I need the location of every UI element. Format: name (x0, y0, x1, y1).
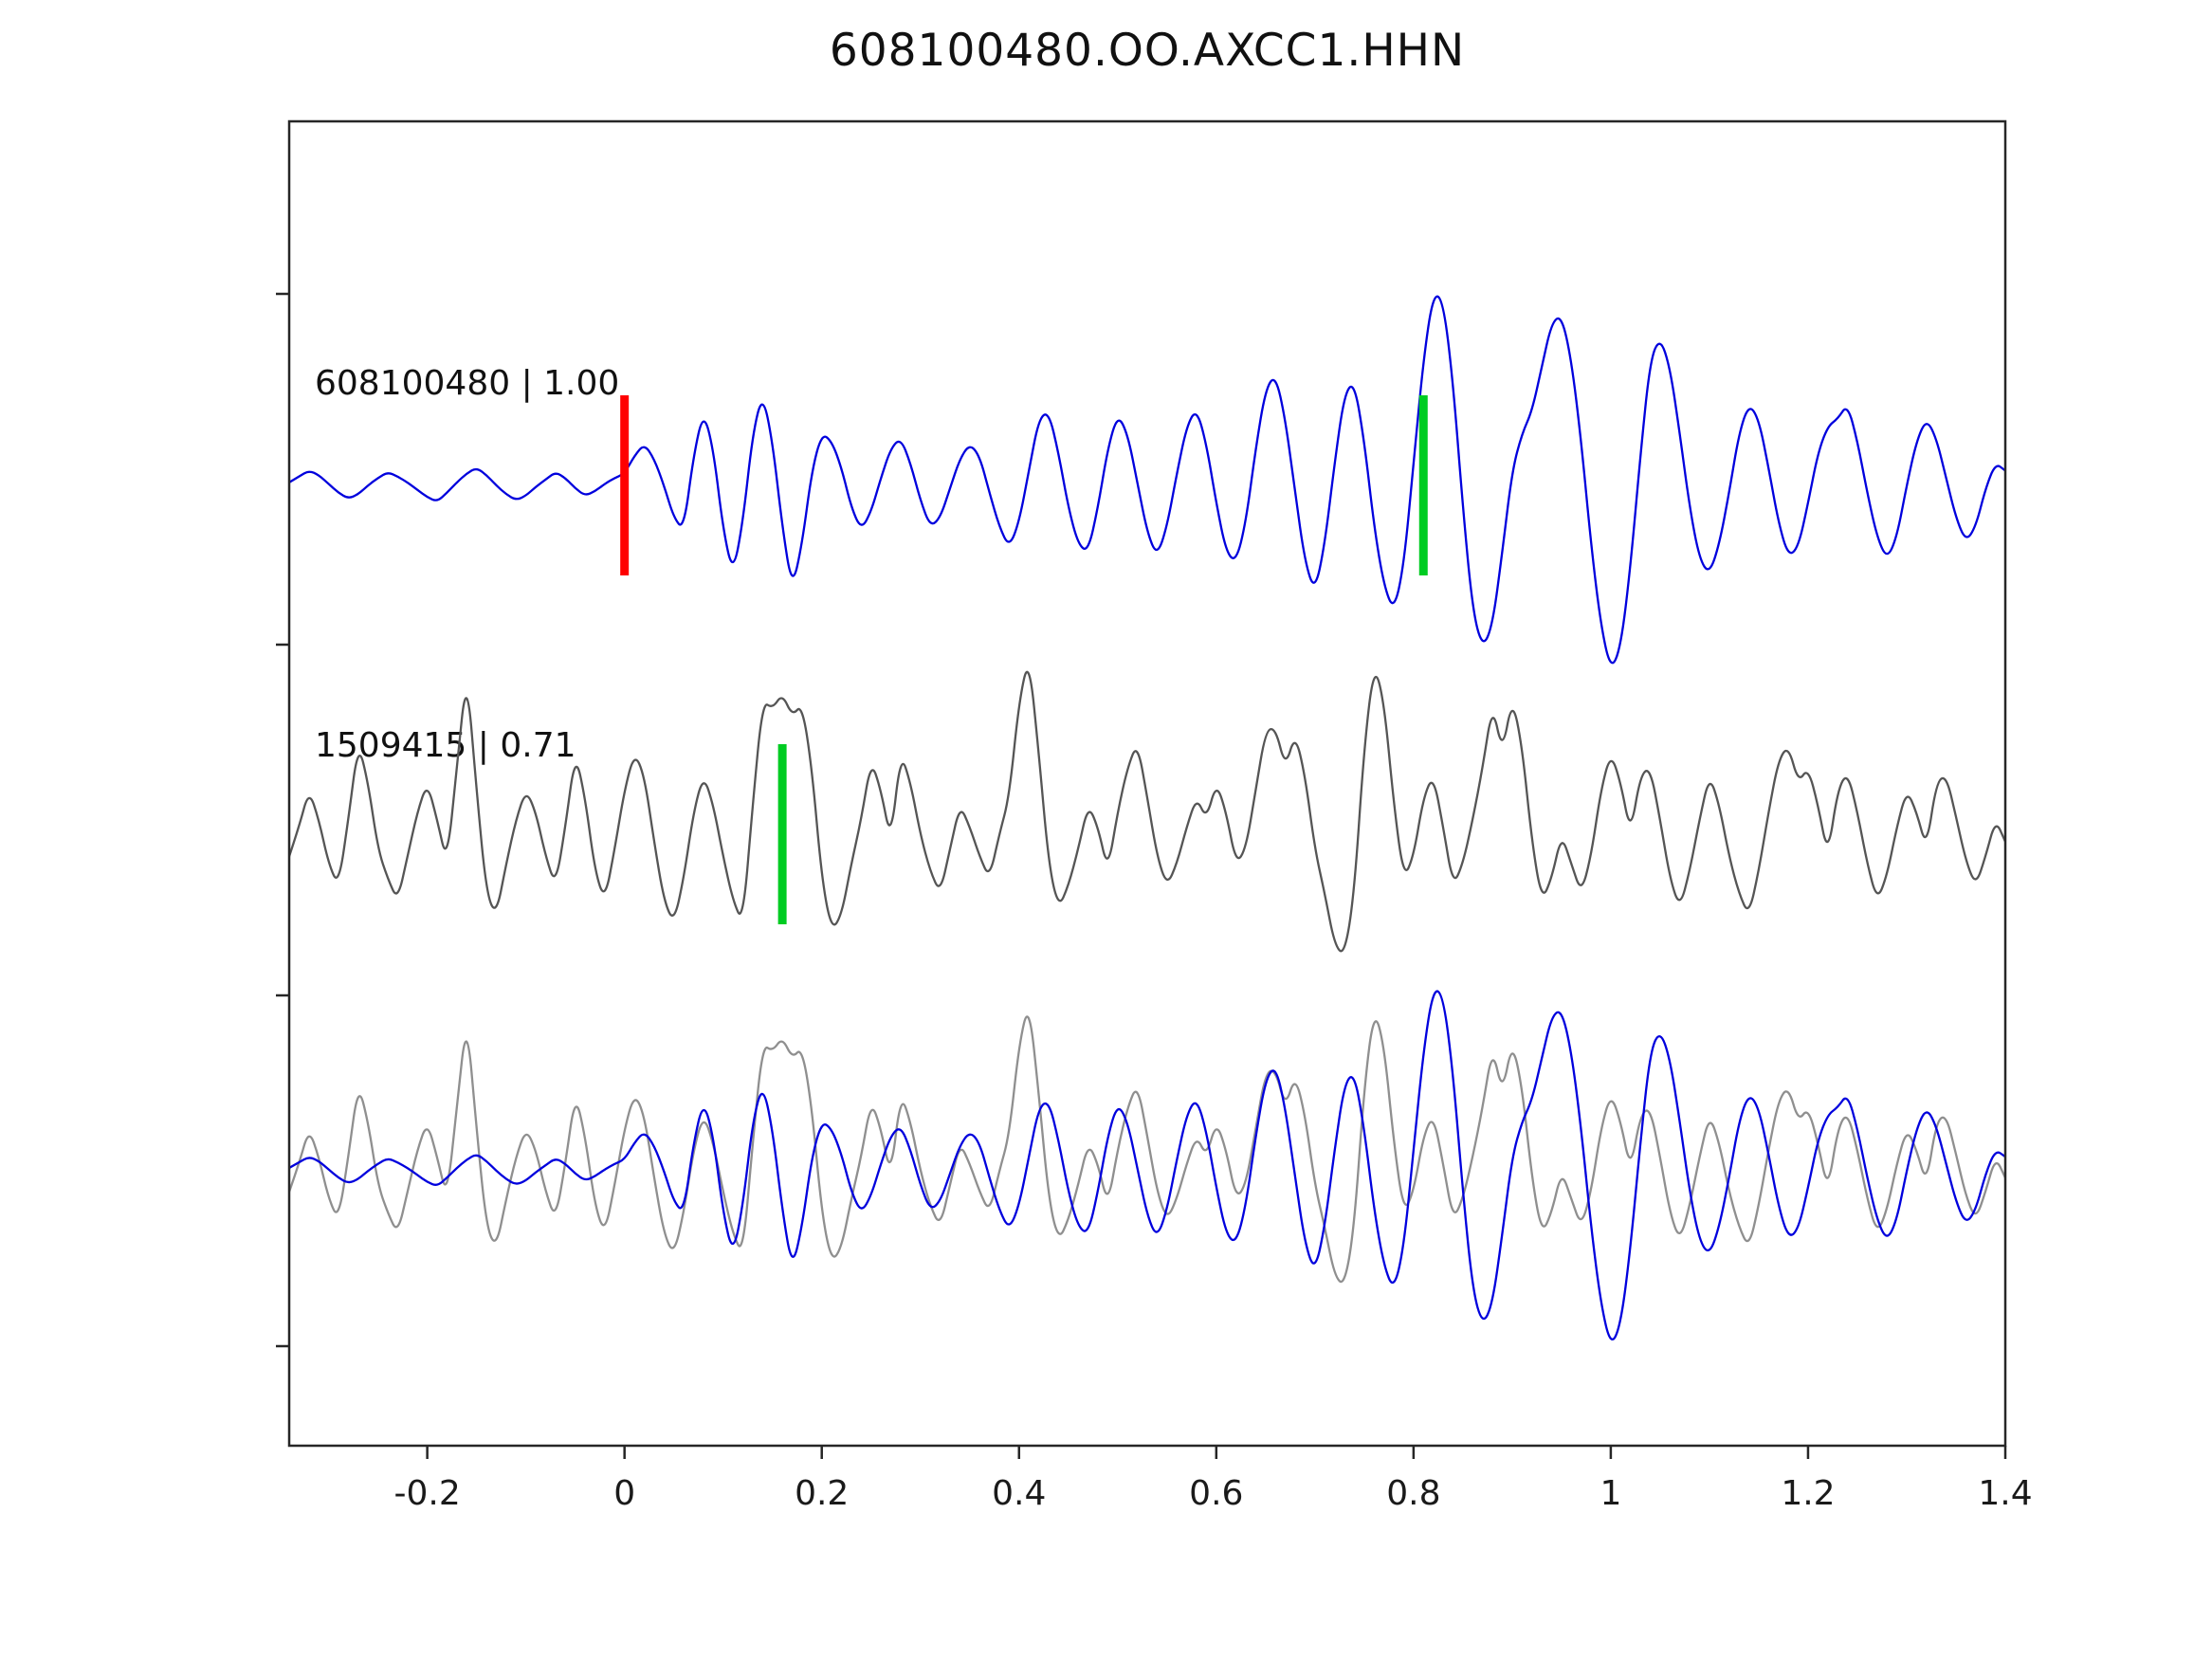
x-tick-label: 0.8 (1386, 1474, 1440, 1513)
trace-template-row2 (289, 990, 2005, 1340)
x-tick-label: 1 (1600, 1474, 1621, 1513)
chart-title: 608100480.OO.AXCC1.HHN (829, 25, 1466, 77)
x-tick-label: 0.6 (1189, 1474, 1243, 1513)
trace-detection-row1 (289, 670, 2005, 953)
trace-label-template: 608100480 | 1.00 (315, 364, 620, 403)
x-tick-label: 0.2 (795, 1474, 849, 1513)
axes-frame (287, 119, 2007, 1448)
traces-group (289, 295, 2005, 1340)
trace-detection-row2 (289, 1015, 2005, 1284)
trace-template-row0 (289, 295, 2005, 665)
x-tick-label: 1.4 (1978, 1474, 2032, 1513)
x-tick-label: 1.2 (1781, 1474, 1835, 1513)
x-tick-label: 0 (613, 1474, 635, 1513)
x-tick-label: -0.2 (394, 1474, 461, 1513)
x-tick-label: 0.4 (992, 1474, 1046, 1513)
